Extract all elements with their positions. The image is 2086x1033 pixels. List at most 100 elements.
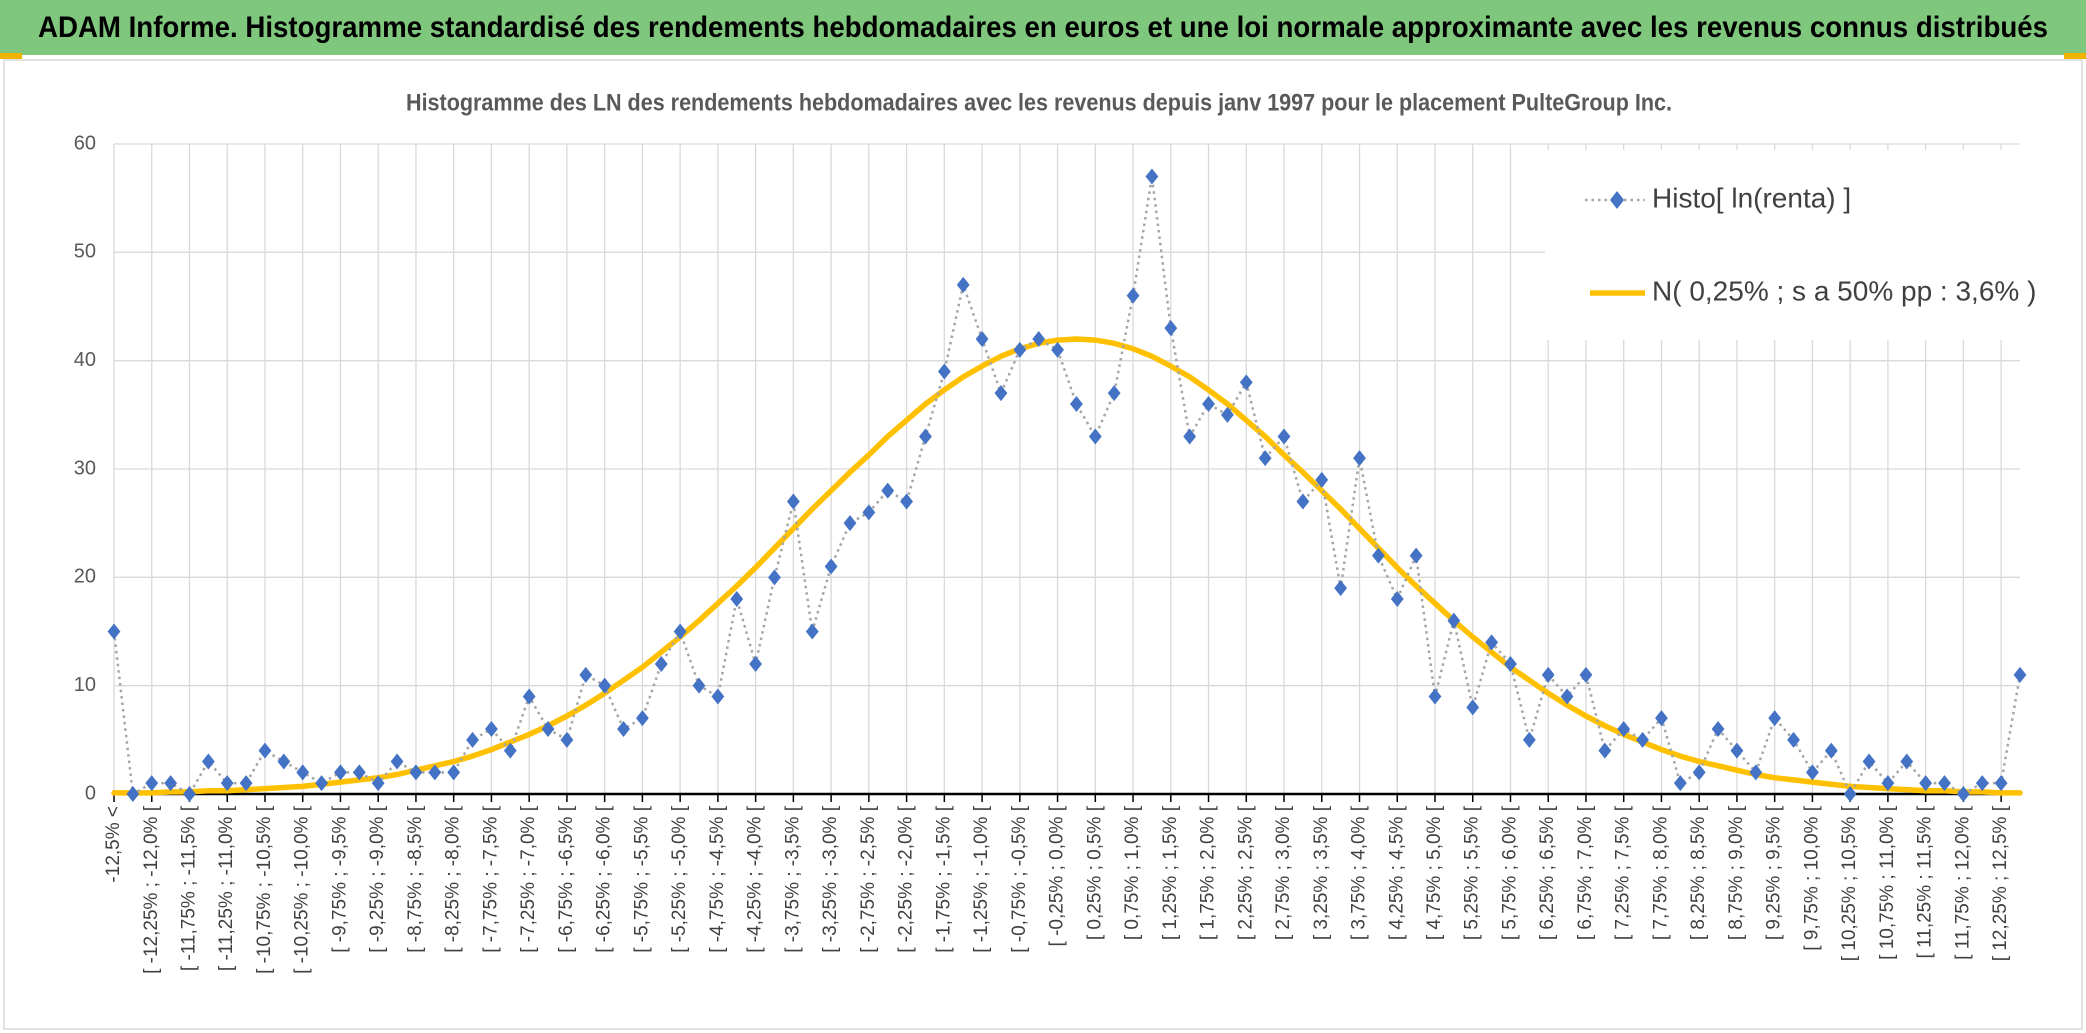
data-point [1277, 428, 1291, 445]
data-point [1164, 320, 1178, 337]
data-point [843, 515, 857, 532]
x-tick-label: [ -4,75% ; -4,5% [ [707, 805, 728, 953]
x-tick-label: [ -2,25% ; -2,0% [ [896, 805, 917, 953]
data-point [201, 753, 215, 770]
data-point [1145, 168, 1159, 185]
data-point [296, 764, 310, 781]
data-point [1655, 710, 1668, 727]
data-point [239, 775, 253, 792]
data-point [485, 721, 498, 737]
x-tick-label: [ -8,25% ; -8,0% [ [443, 805, 464, 953]
y-tick-label: 50 [74, 241, 96, 263]
x-tick-label: [ 10,25% ; 10,5% [ [1839, 805, 1860, 961]
data-point [1560, 688, 1574, 705]
x-tick-label: [ 1,25% ; 1,5% [ [1160, 805, 1181, 940]
header-bar [0, 0, 2086, 55]
x-tick-label: [ 8,25% ; 8,5% [ [1688, 805, 1709, 940]
data-point [466, 731, 479, 748]
data-point [183, 786, 196, 802]
data-point [749, 656, 763, 672]
x-tick-label: [ -7,75% ; -7,5% [ [480, 805, 501, 953]
y-tick-label: 10 [74, 674, 96, 696]
data-point [503, 742, 517, 759]
data-point [975, 331, 989, 347]
x-tick-label: [ 3,25% ; 3,5% [ [1311, 805, 1332, 940]
data-point [428, 764, 442, 781]
data-point [1088, 428, 1102, 445]
data-point [1032, 331, 1046, 347]
x-tick-label: [ -2,75% ; -2,5% [ [858, 805, 879, 953]
data-point [1692, 764, 1706, 781]
x-tick-label: [ -9,25% ; -9,0% [ [367, 805, 388, 953]
x-tick-label: [ 8,75% ; 9,0% [ [1726, 805, 1747, 940]
x-tick-label: [ -5,25% ; -5,0% [ [669, 805, 690, 953]
data-point [1862, 753, 1876, 770]
data-point [1824, 742, 1838, 759]
data-point [1975, 775, 1989, 792]
y-tick-label: 40 [74, 349, 96, 371]
x-tick-label: [ -1,75% ; -1,5% [ [933, 805, 954, 953]
data-point [164, 775, 178, 792]
data-point [1598, 742, 1612, 759]
data-point [1673, 775, 1687, 792]
data-point [768, 569, 781, 586]
x-tick-label: [ 11,75% ; 12,0% [ [1952, 805, 1973, 960]
data-point [1126, 287, 1140, 304]
data-point [937, 363, 951, 380]
data-point [1447, 612, 1461, 629]
data-point [1711, 721, 1725, 737]
x-tick-label: [ 7,25% ; 7,5% [ [1613, 805, 1634, 940]
x-tick-label: -12,5% < [103, 806, 124, 883]
data-point [1504, 656, 1517, 672]
x-tick-label: [ 4,25% ; 4,5% [ [1386, 805, 1407, 940]
data-point [145, 775, 159, 792]
data-point [654, 656, 668, 672]
data-point [1730, 742, 1744, 759]
x-tick-label: [ -12,25% ; -12,0% [ [141, 805, 162, 974]
y-tick-label: 30 [74, 457, 96, 479]
data-point [1900, 753, 1914, 770]
x-tick-label: [ 0,25% ; 0,5% [ [1084, 805, 1105, 940]
x-tick-label: [ -10,75% ; -10,5% [ [254, 805, 275, 974]
data-point [824, 558, 838, 575]
data-point [390, 753, 404, 770]
x-tick-label: [ -11,75% ; -11,5% [ [179, 805, 200, 971]
x-tick-label: [ -5,75% ; -5,5% [ [631, 805, 652, 953]
data-point [1070, 396, 1083, 412]
x-tick-label: [ -0,75% ; -0,5% [ [1009, 805, 1030, 953]
data-point [371, 775, 385, 792]
data-point [1749, 764, 1763, 781]
x-tick-label: [ 10,75% ; 11,0% [ [1877, 805, 1898, 960]
x-tick-label: [ -6,75% ; -6,5% [ [556, 805, 577, 953]
data-point [2013, 666, 2027, 683]
y-tick-label: 20 [74, 566, 96, 588]
data-point [522, 688, 536, 705]
y-tick-label: 60 [74, 132, 96, 154]
x-tick-label: [ 9,75% ; 10,0% [ [1801, 805, 1822, 950]
x-tick-label: [ 7,75% ; 8,0% [ [1650, 805, 1671, 940]
data-point [1183, 428, 1197, 445]
x-tick-label: [ -0,25% ; 0,0% [ [1047, 805, 1068, 946]
x-tick-label: [ 3,75% ; 4,0% [ [1349, 805, 1370, 940]
data-point [1617, 721, 1631, 737]
series-line [112, 176, 2022, 797]
data-point [1541, 666, 1555, 683]
x-tick-label: [ -3,75% ; -3,5% [ [782, 805, 803, 953]
data-point [1296, 493, 1310, 510]
data-point [1938, 775, 1951, 792]
data-point [409, 764, 423, 781]
data-point [1636, 731, 1649, 748]
data-point [956, 276, 970, 293]
data-point [1579, 666, 1593, 683]
data-point [1768, 710, 1782, 727]
legend-label: Histo[ ln(renta) ] [1652, 182, 1851, 213]
data-point [1390, 591, 1404, 607]
legend-marker [1610, 191, 1624, 209]
x-tick-label: [ -9,75% ; -9,5% [ [329, 805, 350, 953]
x-tick-label: [ 2,25% ; 2,5% [ [1235, 805, 1256, 940]
legend-label: N( 0,25% ; s a 50% pp : 3,6% ) [1652, 275, 2036, 306]
data-point [277, 753, 291, 770]
data-point [598, 677, 612, 694]
